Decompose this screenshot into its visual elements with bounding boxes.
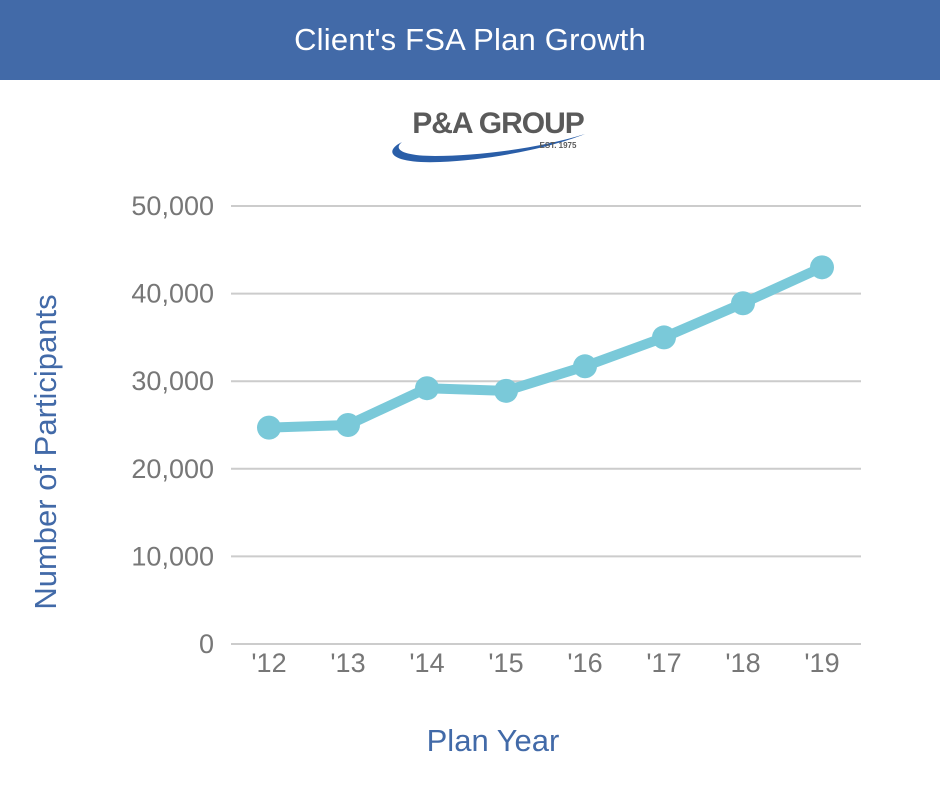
- series-line: [264, 262, 827, 433]
- series-line-path: [264, 262, 827, 433]
- x-tick-label: '16: [567, 648, 602, 678]
- x-tick-label: '17: [646, 648, 681, 678]
- x-tick-label: '13: [330, 648, 365, 678]
- y-axis-title: Number of Participants: [28, 294, 63, 610]
- x-tick-label: '12: [251, 648, 286, 678]
- data-point: [494, 378, 518, 403]
- y-tick-label: 20,000: [131, 454, 214, 484]
- data-point: [810, 255, 834, 280]
- data-point: [573, 354, 597, 379]
- x-axis-title: Plan Year: [426, 723, 560, 758]
- x-tick-label: '18: [725, 648, 760, 678]
- data-point: [257, 415, 281, 440]
- y-tick-label: 0: [199, 629, 214, 659]
- y-tick-label: 10,000: [131, 541, 214, 571]
- logo-tagline: EST. 1975: [540, 141, 577, 150]
- x-tick-label: '15: [488, 648, 523, 678]
- data-point: [731, 291, 755, 316]
- company-logo: P&A GROUP EST. 1975: [392, 107, 585, 163]
- y-tick-label: 40,000: [131, 279, 214, 309]
- chart-title: Client's FSA Plan Growth: [294, 22, 646, 57]
- y-tick-label: 50,000: [131, 191, 214, 221]
- data-point: [652, 325, 676, 350]
- x-tick-label: '14: [409, 648, 444, 678]
- x-axis-ticks: '12 '13 '14 '15 '16 '17 '18 '19: [251, 648, 839, 678]
- chart-header: Client's FSA Plan Growth: [0, 0, 940, 80]
- y-axis-ticks: 0 10,000 20,000 30,000 40,000 50,000: [131, 191, 214, 659]
- x-tick-label: '19: [804, 648, 839, 678]
- data-point: [415, 376, 439, 401]
- y-tick-label: 30,000: [131, 366, 214, 396]
- logo-wordmark: P&A GROUP: [412, 107, 584, 140]
- data-point: [336, 413, 360, 437]
- series-points: [257, 255, 834, 440]
- logo-swoosh: [392, 134, 585, 163]
